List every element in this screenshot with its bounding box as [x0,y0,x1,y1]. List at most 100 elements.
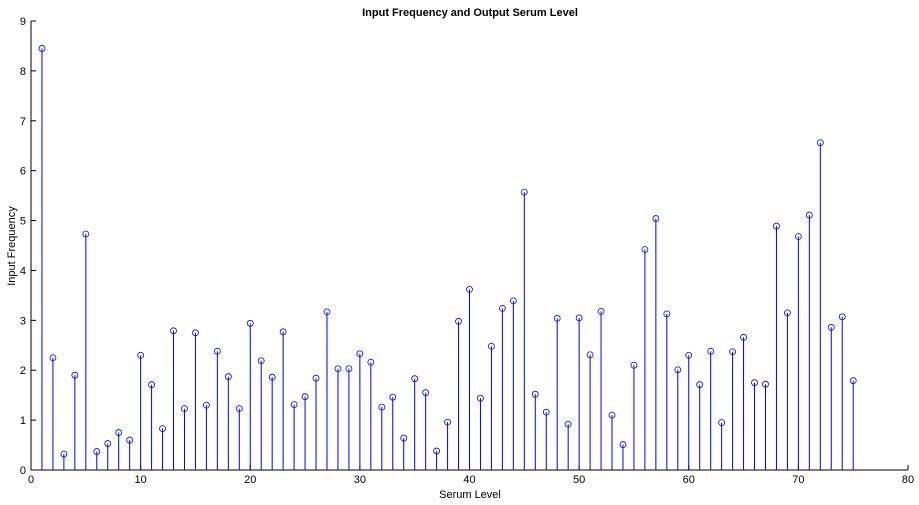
stem-marker [213,347,221,355]
x-axis-label: Serum Level [439,489,501,501]
y-tick-label: 6 [20,166,26,178]
stem-marker [805,211,813,219]
stem-marker [290,401,298,409]
stem-series [38,45,857,470]
stem-marker [148,381,155,389]
stem-marker [224,373,232,381]
stem-marker [257,357,265,365]
stem-marker [751,379,758,387]
stem-marker [718,419,726,427]
stem-marker [553,314,561,322]
y-tick-label: 1 [20,415,26,427]
stem-marker [93,448,101,455]
stem-marker [608,411,616,419]
stem-marker [762,380,769,388]
stem-marker [564,420,572,428]
stem-marker [170,327,177,335]
stem-marker [827,323,835,331]
stem-marker [312,374,320,382]
stem-marker [246,319,254,327]
stem-marker [400,434,408,442]
stem-marker [126,436,134,444]
stem-marker [159,425,166,432]
stem-marker [82,230,90,238]
stem-marker [663,310,671,318]
stem-marker [345,365,353,373]
stem-marker [630,361,638,369]
stem-marker [849,377,857,385]
stem-marker [367,358,375,366]
stem-marker [816,139,824,147]
stem-marker [575,314,583,322]
stem-marker [104,440,112,447]
x-tick-label: 40 [463,474,475,486]
stem-marker [378,403,386,411]
stem-marker [740,333,747,341]
stem-marker [202,401,210,409]
stem-marker [192,329,199,337]
stem-marker [586,351,594,359]
x-tick-label: 20 [244,474,256,486]
stem-marker [641,246,649,253]
stem-marker [729,348,736,356]
stem-marker [235,405,243,413]
stem-marker [707,347,715,355]
x-tick-label: 60 [683,474,695,486]
x-tick-label: 50 [573,474,585,486]
x-tick-label: 10 [135,474,147,486]
stem-marker [49,354,57,362]
stem-marker [773,222,780,230]
stem-marker [838,313,846,321]
stem-marker [488,342,495,350]
y-tick-label: 0 [20,465,26,477]
chart-title: Input Frequency and Output Serum Level [362,7,578,19]
stem-marker [71,371,79,379]
y-axis-label: Input Frequency [6,206,18,286]
stem-marker [466,286,473,293]
stem-marker [696,381,704,389]
stem-marker [531,390,539,398]
stem-marker [685,351,693,359]
stem-marker [520,188,528,196]
stem-marker [356,350,364,358]
stem-marker [115,429,123,436]
stem-marker [268,373,276,381]
stem-marker [389,393,397,401]
y-tick-label: 3 [20,315,26,327]
stem-marker [279,328,287,336]
stem-marker [674,366,682,374]
stem-marker [323,308,331,316]
y-tick-label: 9 [20,16,26,28]
y-tick-label: 4 [20,265,26,277]
stem-marker [411,375,419,383]
stem-marker [38,45,46,52]
x-tick-label: 30 [354,474,366,486]
stem-marker [794,233,802,240]
stem-marker [444,418,451,426]
axes: 0 10 20 30 40 50 60 70 80 0 1 2 3 4 5 6 7 8 9 [20,16,914,486]
stem-marker [334,365,342,373]
stem-marker [422,389,430,397]
y-tick-label: 7 [20,116,26,128]
stem-marker [455,317,462,325]
x-tick-label: 70 [792,474,804,486]
stem-marker [301,393,309,401]
stem-marker [137,351,145,359]
stem-marker [784,309,791,317]
stem-marker [597,307,605,315]
stem-marker [652,215,660,222]
stem-marker [498,304,506,312]
y-tick-label: 8 [20,66,26,78]
stem-marker [433,447,441,455]
stem-marker [60,450,68,458]
stem-marker [542,408,550,416]
x-tick-label: 80 [902,474,914,486]
y-tick-label: 2 [20,365,26,377]
stem-marker [181,405,188,413]
stem-marker [509,297,517,305]
x-tick-label: 0 [28,474,34,486]
stem-marker [477,394,484,402]
y-tick-label: 5 [20,216,26,228]
stem-marker [619,441,627,448]
